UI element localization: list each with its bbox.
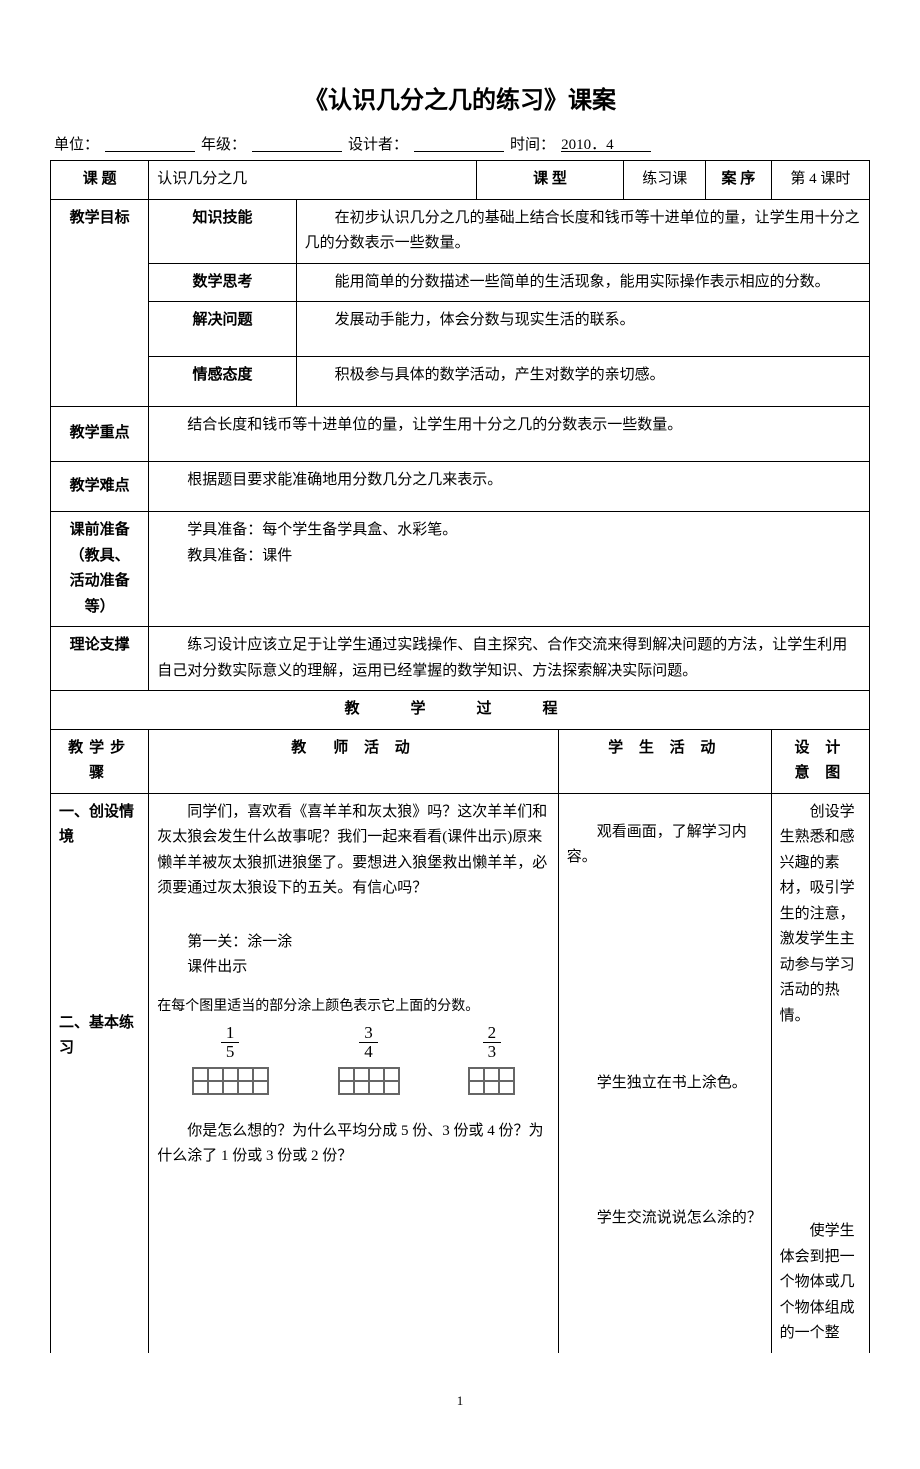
fraction-item: 2 3 <box>468 1024 515 1095</box>
topic-label: 课 题 <box>51 161 149 200</box>
teacher-activity: 同学们，喜欢看《喜羊羊和灰太狼》吗？这次羊羊们和灰太狼会发生什么故事呢？我们一起… <box>149 793 558 1353</box>
prep-label: 课前准备 （教具、 活动准备 等） <box>51 512 149 627</box>
fraction: 3 4 <box>359 1024 378 1061</box>
goal-key: 情感态度 <box>149 356 296 407</box>
step2-intent: 使学生体会到把一个物体或几个物体组成的一个整 <box>780 1219 861 1347</box>
fraction-item: 3 4 <box>338 1024 400 1095</box>
prep-label-line: （教具、 <box>59 544 140 570</box>
fraction: 1 5 <box>221 1024 240 1061</box>
goal-key: 知识技能 <box>149 199 296 263</box>
goals-header: 教学目标 <box>51 199 149 407</box>
col-teacher: 教 师 活 动 <box>149 729 558 793</box>
fraction-numerator: 1 <box>221 1024 240 1043</box>
keypoint-label: 教学重点 <box>51 407 149 462</box>
table-row: 课前准备 （教具、 活动准备 等） 学具准备：每个学生备学具盒、水彩笔。 教具准… <box>51 512 870 627</box>
goal-value: 在初步认识几分之几的基础上结合长度和钱币等十进单位的量，让学生用十分之几的分数表… <box>296 199 869 263</box>
prep-label-line: 等） <box>59 595 140 621</box>
table-row: 数学思考 能用简单的分数描述一些简单的生活现象，能用实际操作表示相应的分数。 <box>51 263 870 302</box>
page-number: 1 <box>50 1393 870 1409</box>
theory-text: 练习设计应该立足于让学生通过实践操作、自主探究、合作交流来得到解决问题的方法，让… <box>149 627 870 691</box>
grade-blank <box>252 133 342 152</box>
step1-name: 一、创设情境 <box>59 800 140 851</box>
fraction-grid <box>192 1067 269 1095</box>
col-steps: 教学步骤 <box>51 729 149 793</box>
step1-intent: 创设学生熟悉和感兴趣的素材，吸引学生的注意，激发学生主动参与学习活动的热情。 <box>780 800 861 1030</box>
goal-key: 数学思考 <box>149 263 296 302</box>
keypoint-text: 结合长度和钱币等十进单位的量，让学生用十分之几的分数表示一些数量。 <box>149 407 870 462</box>
fraction-grid <box>468 1067 515 1095</box>
fraction-item: 1 5 <box>192 1024 269 1095</box>
time-value: 2010．4 <box>561 133 651 152</box>
table-row: 教学重点 结合长度和钱币等十进单位的量，让学生用十分之几的分数表示一些数量。 <box>51 407 870 462</box>
page-title: 《认识几分之几的练习》课案 <box>50 80 870 115</box>
step2-name: 二、基本练习 <box>59 1011 140 1062</box>
table-row: 课 题 认识几分之几 课 型 练习课 案 序 第 4 课时 <box>51 161 870 200</box>
step1-teacher: 同学们，喜欢看《喜羊羊和灰太狼》吗？这次羊羊们和灰太狼会发生什么故事呢？我们一起… <box>157 800 549 902</box>
type-label: 课 型 <box>476 161 623 200</box>
step2-teacher-q: 你是怎么想的？为什么平均分成 5 份、3 份或 4 份？为什么涂了 1 份或 3… <box>157 1119 549 1170</box>
step2-student1: 学生独立在书上涂色。 <box>567 1071 763 1097</box>
seq-label: 案 序 <box>706 161 772 200</box>
exercise-instruction: 在每个图里适当的部分涂上颜色表示它上面的分数。 <box>157 995 549 1019</box>
fraction-grid <box>338 1067 400 1095</box>
step2-intro2: 课件出示 <box>157 955 549 981</box>
goal-value: 能用简单的分数描述一些简单的生活现象，能用实际操作表示相应的分数。 <box>296 263 869 302</box>
unit-label: 单位： <box>54 133 99 154</box>
fraction-denominator: 5 <box>221 1043 240 1061</box>
seq-value: 第 4 课时 <box>771 161 869 200</box>
design-intent: 创设学生熟悉和感兴趣的素材，吸引学生的注意，激发学生主动参与学习活动的热情。 使… <box>771 793 869 1353</box>
table-row: 教学难点 根据题目要求能准确地用分数几分之几来表示。 <box>51 461 870 512</box>
goal-value: 积极参与具体的数学活动，产生对数学的亲切感。 <box>296 356 869 407</box>
meta-line: 单位： 年级： 设计者： 时间： 2010．4 <box>50 133 870 154</box>
lesson-plan-table: 课 题 认识几分之几 课 型 练习课 案 序 第 4 课时 教学目标 知识技能 … <box>50 160 870 1353</box>
table-row: 教学目标 知识技能 在初步认识几分之几的基础上结合长度和钱币等十进单位的量，让学… <box>51 199 870 263</box>
step1-student: 观看画面，了解学习内容。 <box>567 820 763 871</box>
fraction: 2 3 <box>483 1024 502 1061</box>
time-label: 时间： <box>510 133 555 154</box>
table-row: 教 学 过 程 <box>51 691 870 730</box>
prep-label-line: 课前准备 <box>59 518 140 544</box>
prep-text: 学具准备：每个学生备学具盒、水彩笔。 教具准备：课件 <box>149 512 870 627</box>
designer-label: 设计者： <box>348 133 408 154</box>
topic-value: 认识几分之几 <box>149 161 477 200</box>
difficulty-text: 根据题目要求能准确地用分数几分之几来表示。 <box>149 461 870 512</box>
student-activity: 观看画面，了解学习内容。 学生独立在书上涂色。 学生交流说说怎么涂的？ <box>558 793 771 1353</box>
goal-key: 解决问题 <box>149 302 296 357</box>
table-row: 理论支撑 练习设计应该立足于让学生通过实践操作、自主探究、合作交流来得到解决问题… <box>51 627 870 691</box>
table-row: 情感态度 积极参与具体的数学活动，产生对数学的亲切感。 <box>51 356 870 407</box>
table-row: 教学步骤 教 师 活 动 学 生 活 动 设 计 意 图 <box>51 729 870 793</box>
table-row: 解决问题 发展动手能力，体会分数与现实生活的联系。 <box>51 302 870 357</box>
table-row: 一、创设情境 二、基本练习 同学们，喜欢看《喜羊羊和灰太狼》吗？这次羊羊们和灰太… <box>51 793 870 1353</box>
unit-blank <box>105 133 195 152</box>
type-value: 练习课 <box>624 161 706 200</box>
grade-label: 年级： <box>201 133 246 154</box>
prep-label-line: 活动准备 <box>59 569 140 595</box>
process-header: 教 学 过 程 <box>51 691 870 730</box>
goal-value: 发展动手能力，体会分数与现实生活的联系。 <box>296 302 869 357</box>
step2-intro1: 第一关：涂一涂 <box>157 930 549 956</box>
fraction-denominator: 3 <box>483 1043 502 1061</box>
designer-blank <box>414 133 504 152</box>
fraction-exercise-row: 1 5 3 4 2 3 <box>157 1024 549 1095</box>
fraction-numerator: 3 <box>359 1024 378 1043</box>
col-student: 学 生 活 动 <box>558 729 771 793</box>
col-intent: 设 计 意 图 <box>771 729 869 793</box>
difficulty-label: 教学难点 <box>51 461 149 512</box>
prep-line: 教具准备：课件 <box>157 544 861 570</box>
fraction-denominator: 4 <box>359 1043 378 1061</box>
step-name: 一、创设情境 二、基本练习 <box>51 793 149 1353</box>
prep-line: 学具准备：每个学生备学具盒、水彩笔。 <box>157 518 861 544</box>
fraction-numerator: 2 <box>483 1024 502 1043</box>
step2-student2: 学生交流说说怎么涂的？ <box>567 1206 763 1232</box>
theory-label: 理论支撑 <box>51 627 149 691</box>
